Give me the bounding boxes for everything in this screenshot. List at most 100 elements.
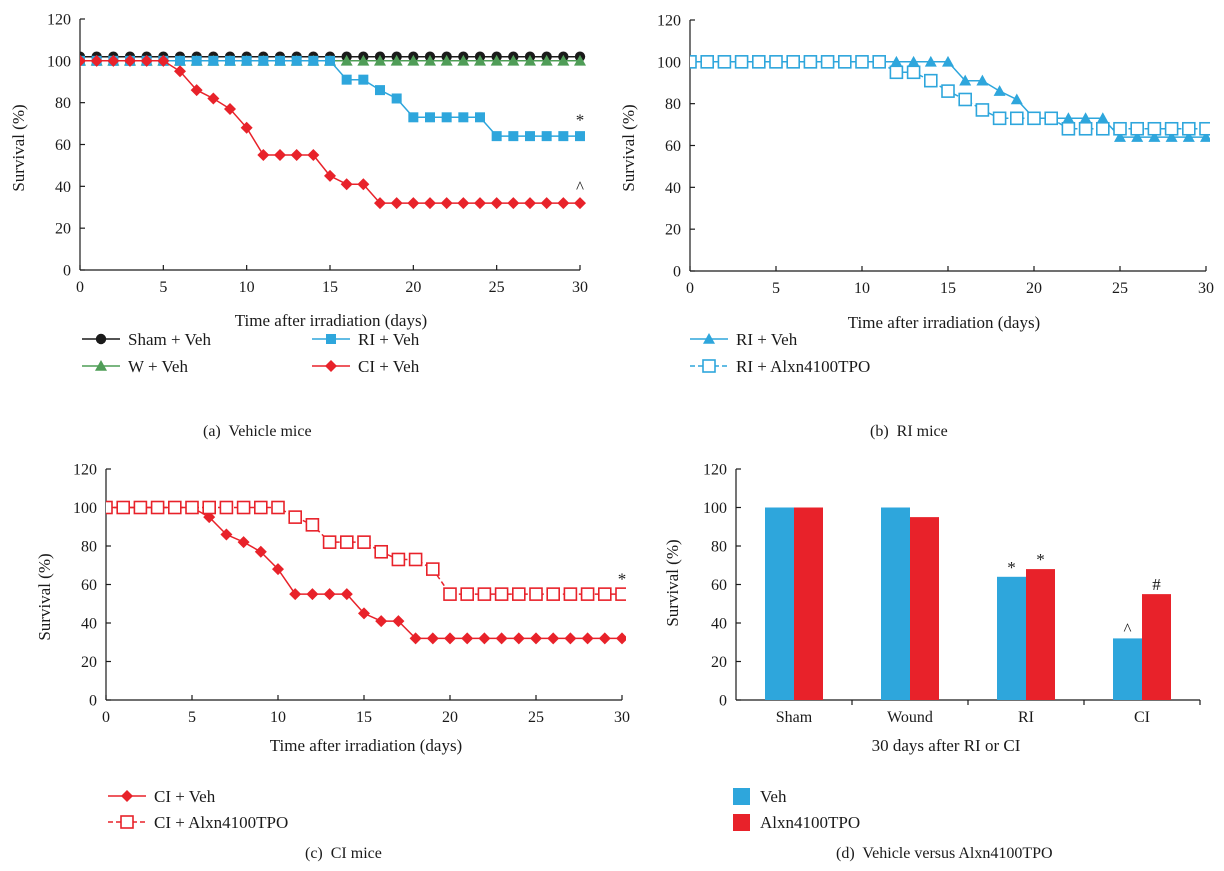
panel-b-xtick-label: 15: [940, 280, 956, 297]
panel-c-xtick-label: 25: [528, 709, 544, 726]
panel-b-series-2-point: [1147, 121, 1162, 136]
panel-a-series-4-point: [524, 197, 536, 210]
panel-d-legend-label: Alxn4100TPO: [760, 813, 860, 832]
panel-b-series-2-point: [837, 55, 852, 69]
panel-c-series-1: [106, 501, 626, 645]
panel-b-legend: RI + Veh RI + Alxn4100TPO: [690, 330, 870, 376]
panel-c-series-1-point: [461, 632, 474, 645]
panel-a-series-3-point: [491, 131, 502, 142]
panel-c-series-1-point: [392, 615, 405, 628]
panel-d-category-label: Wound: [887, 709, 933, 726]
panel-d-plot: Sham Wound RI * * CI ^ #: [765, 507, 1201, 726]
panel-b-series-2-point: [769, 55, 783, 69]
panel-a-series-2-point: [424, 54, 436, 66]
panel-b-ytick-label: 80: [665, 96, 681, 113]
panel-a-series-4-point: [340, 178, 353, 191]
panel-a-xtick-label: 25: [489, 279, 505, 296]
panel-a-series-3-point: [425, 112, 435, 123]
panel-a-series-4-point: [274, 148, 286, 161]
panel-a-series-3-point: [441, 112, 452, 123]
panel-b-xtick-label: 20: [1026, 280, 1042, 297]
panel-a-series-4-point: [507, 197, 520, 210]
panel-b-series-2-point: [941, 84, 955, 98]
panel-b-ytick-label: 100: [657, 54, 681, 71]
panel-d-ytick-label: 120: [703, 462, 727, 479]
panel-b-xtick-label: 5: [772, 280, 780, 297]
panel-c-series-2: [106, 500, 626, 601]
panel-c-series-1-point: [358, 607, 370, 620]
panel-a-series-3-point: [341, 74, 352, 85]
panel-c-series-2-point: [339, 535, 354, 549]
panel-c-legend-marker: [120, 815, 134, 829]
panel-a-annotations: *^: [576, 110, 585, 196]
panel-b-series-1-point: [942, 55, 954, 67]
panel-b-series-1-point: [890, 55, 903, 67]
panel-c-ylabel: Survival (%): [35, 553, 54, 640]
panel-c-series-2-point: [254, 500, 268, 515]
panel-a-axes: 0 20 40 60 80 100 120 0 5 10 15 20 25 30: [47, 12, 588, 297]
panel-b-series-2-point: [1061, 121, 1076, 136]
panel-c-series-2-point: [511, 587, 526, 601]
panel-d-bar: [881, 507, 910, 700]
panel-a-series-3-point: [458, 112, 469, 123]
panel-a-legend-label: Sham + Veh: [128, 330, 211, 349]
panel-b-legend-item: RI + Alxn4100TPO: [690, 357, 870, 376]
panel-c-series-2-point: [133, 500, 148, 515]
panel-c-legend-label: CI + Alxn4100TPO: [154, 813, 288, 832]
panel-c-series-2-point: [494, 587, 509, 601]
panel-a-series-3-point: [241, 55, 252, 66]
panel-b-series-1-point: [959, 74, 972, 86]
panel-b-series-2-point: [1130, 121, 1144, 136]
panel-c-xlabel: Time after irradiation (days): [270, 736, 462, 755]
panel-a-legend-marker: [326, 334, 336, 344]
panel-b-series-2-point: [700, 55, 715, 69]
panel-c-series-2-point: [202, 500, 216, 515]
panel-c-series-1-point: [289, 588, 302, 601]
panel-a-series-3-point: [541, 131, 552, 142]
panel-a-series-4-point: [490, 197, 503, 210]
panel-d-ylabel: Survival (%): [663, 539, 682, 626]
panel-a-series-4-point: [207, 92, 220, 105]
panel-a-series-2-point: [407, 54, 420, 66]
panel-b-series-1-point: [907, 55, 920, 67]
panel-d-category-label: Sham: [776, 709, 813, 726]
panel-c-series-2-point: [563, 587, 578, 601]
panel-b-series-2-point: [1044, 111, 1058, 126]
panel-c-series-1-point: [444, 632, 456, 645]
panel-c-xtick-label: 20: [442, 709, 458, 726]
panel-a-series-4-point: [374, 197, 386, 210]
panel-b-series-1-point: [1148, 131, 1161, 142]
panel-c-series-1-point: [530, 632, 542, 645]
panel-b-series-2-point: [820, 55, 835, 69]
panel-b-series-1-point: [993, 85, 1006, 96]
panel-c-ytick-label: 120: [73, 462, 97, 479]
panel-a-series-3-point: [208, 55, 219, 66]
panel-b-series-2-point: [1009, 111, 1024, 126]
panel-a-series-3-point: [558, 131, 569, 142]
panel-c-series-1-point: [478, 632, 491, 645]
panel-c-series-1-point: [323, 588, 336, 601]
panel-a-legend-marker: [325, 360, 337, 372]
panel-a-series-4-point: [357, 178, 370, 191]
panel-a-xlabel: Time after irradiation (days): [235, 311, 427, 330]
panel-d-ytick-label: 100: [703, 500, 727, 517]
panel-b-series-2-point: [855, 55, 869, 69]
panel-a-series-4-point: [290, 148, 303, 161]
panel-a-xtick-label: 20: [405, 279, 421, 296]
panel-c-ytick-label: 80: [81, 539, 97, 556]
panel-c-series-1-point: [547, 632, 560, 645]
panel-a-series-4-point: [474, 197, 486, 210]
panel-a-series-2-point: [357, 54, 370, 66]
panel-a-series-3-point: [308, 55, 319, 66]
panel-d-bar-label: *: [1036, 550, 1045, 569]
panel-d-bar: [765, 507, 794, 700]
panel-c-series-2-point: [546, 587, 561, 601]
panel-a-xtick-label: 10: [239, 279, 255, 296]
panel-d-bar: [1113, 638, 1142, 700]
panel-a-legend-item: RI + Veh: [312, 330, 420, 349]
panel-c-series-2-point: [443, 587, 457, 601]
panel-a-series-2-point: [557, 54, 570, 66]
panel-d-ytick-label: 0: [719, 693, 727, 710]
panel-b-legend-marker: [703, 333, 715, 344]
panel-a-series-4-point: [407, 197, 420, 210]
